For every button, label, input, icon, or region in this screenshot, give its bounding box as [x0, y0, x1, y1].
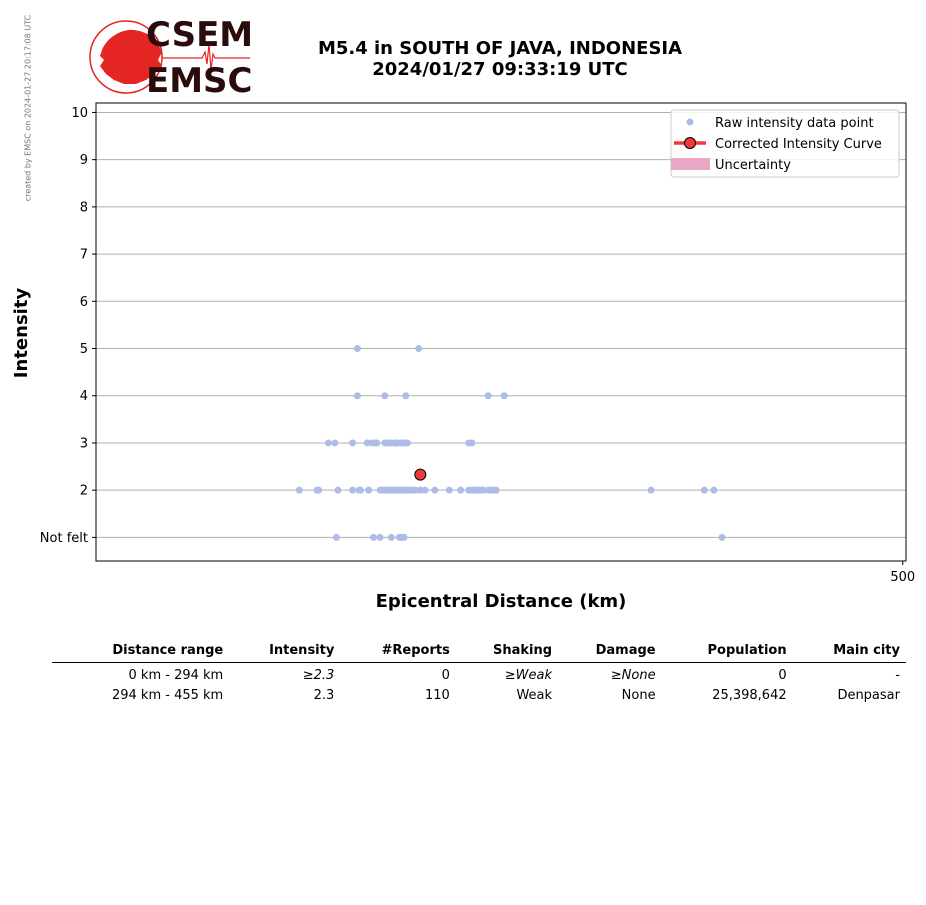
raw-intensity-point	[484, 392, 492, 400]
table-header-cell: Damage	[558, 640, 662, 663]
raw-intensity-point	[416, 486, 424, 494]
raw-intensity-point	[402, 392, 410, 400]
table-header-cell: Population	[661, 640, 793, 663]
raw-intensity-point	[445, 486, 453, 494]
table-cell-intensity: 2.3	[313, 688, 335, 703]
table-cell-distance: 294 km - 455 km	[111, 688, 224, 703]
logo-csem: CSEM	[146, 18, 253, 55]
table-header-cell: Distance range	[52, 640, 230, 663]
raw-intensity-point	[370, 533, 378, 541]
raw-intensity-point	[376, 533, 384, 541]
x-axis-ticks: 500	[890, 561, 915, 585]
raw-intensity-point	[415, 345, 423, 353]
raw-intensity-point	[500, 392, 508, 400]
logo-europe-map	[100, 29, 162, 84]
raw-intensity-point	[315, 486, 323, 494]
logo-globe	[89, 20, 163, 94]
table-cell-population: 25,398,642	[712, 688, 787, 703]
table-cell-shaking: ≥Weak	[504, 668, 553, 683]
table-row: 294 km - 455 km 2.3 110 Weak None 25,398,642 D…	[52, 683, 906, 703]
logo-seismogram	[162, 43, 250, 71]
raw-intensity-point	[468, 439, 476, 447]
y-tick-label-7: 8	[80, 200, 88, 215]
y-tick-label-8: 9	[80, 153, 88, 168]
legend-marker-raw	[686, 118, 694, 126]
y-tick-label-0: Not felt	[40, 531, 88, 546]
corrected-intensity-point	[414, 468, 427, 481]
plot-frame	[95, 102, 907, 562]
y-axis-ticks: Not felt 2 3 4 5 6 7 8 9 10	[40, 106, 96, 546]
table-header-cell: Main city	[792, 640, 906, 663]
y-tick-label-4: 5	[80, 342, 88, 357]
legend-marker-curve-dot	[684, 137, 696, 149]
raw-intensity-point	[457, 486, 465, 494]
legend-label-raw: Raw intensity data point	[715, 116, 874, 131]
emsc-logo: CSEM EMSC	[89, 18, 253, 98]
raw-intensity-point	[700, 486, 708, 494]
y-tick-label-6: 7	[80, 248, 88, 263]
raw-intensity-point	[353, 345, 361, 353]
table-cell-shaking: Weak	[516, 688, 553, 703]
table-body: 0 km - 294 km ≥2.3 0 ≥Weak ≥None 0-294 km - 4…	[52, 663, 906, 703]
title-line-1: M5.4 in SOUTH OF JAVA, INDONESIA	[317, 38, 683, 59]
data-points	[295, 345, 726, 541]
legend-label-curve: Corrected Intensity Curve	[715, 137, 882, 152]
y-tick-label-1: 2	[80, 484, 88, 499]
raw-intensity-point	[349, 439, 357, 447]
table-cell-distance: 0 km - 294 km	[128, 668, 224, 683]
title-line-2: 2024/01/27 09:33:19 UTC	[372, 59, 628, 80]
x-tick-label-0: 500	[890, 570, 915, 585]
legend-label-uncertainty: Uncertainty	[715, 158, 791, 173]
table-cell-population: 0	[778, 668, 787, 683]
y-axis-label: Intensity	[11, 288, 32, 379]
table-cell-reports: 0	[441, 668, 450, 683]
table-cell-city: -	[895, 668, 900, 683]
raw-intensity-point	[324, 439, 332, 447]
logo-emsc: EMSC	[146, 61, 253, 98]
raw-intensity-point	[349, 486, 357, 494]
legend-box	[670, 109, 900, 178]
table-header-row: Distance range Intensity #Reports Shaking Da…	[52, 640, 906, 663]
intensity-chart: Not felt 2 3 4 5 6 7 8 9 10 500 Epicentral Distan…	[11, 102, 915, 612]
raw-intensity-point	[400, 533, 408, 541]
raw-intensity-point	[381, 392, 389, 400]
raw-intensity-point	[403, 439, 411, 447]
raw-intensity-point	[411, 486, 419, 494]
raw-intensity-point	[492, 486, 500, 494]
table-header-cell: Shaking	[455, 640, 559, 663]
x-axis-label: Epicentral Distance (km)	[376, 591, 627, 612]
raw-intensity-point	[431, 486, 439, 494]
raw-intensity-point	[353, 392, 361, 400]
raw-intensity-point	[295, 486, 303, 494]
table-cell-damage: ≥None	[610, 668, 656, 683]
raw-intensity-point	[387, 533, 395, 541]
y-tick-label-2: 3	[80, 436, 88, 451]
table-cell-reports: 110	[425, 688, 450, 703]
table-cell-city: Denpasar	[837, 688, 900, 703]
y-tick-label-9: 10	[71, 106, 88, 121]
table-row: 0 km - 294 km ≥2.3 0 ≥Weak ≥None 0 -	[52, 663, 906, 683]
raw-intensity-point	[363, 439, 371, 447]
raw-intensity-point	[718, 533, 726, 541]
raw-intensity-point	[710, 486, 718, 494]
raw-intensity-point	[332, 533, 340, 541]
table-cell-damage: None	[621, 688, 656, 703]
raw-intensity-point	[331, 439, 339, 447]
raw-intensity-point	[479, 486, 487, 494]
raw-intensity-point	[365, 486, 373, 494]
chart-title: M5.4 in SOUTH OF JAVA, INDONESIA 2024/01…	[240, 38, 760, 80]
table-header-cell: Intensity	[229, 640, 341, 663]
raw-intensity-point	[647, 486, 655, 494]
intensity-summary-table: Distance range Intensity #Reports Shaking Da…	[52, 640, 906, 703]
raw-intensity-point	[373, 439, 381, 447]
table-header-cell: #Reports	[340, 640, 456, 663]
legend: Raw intensity data point Corrected Inten…	[670, 109, 900, 178]
legend-marker-uncertainty	[671, 158, 710, 170]
table-cell-intensity: ≥2.3	[302, 668, 335, 683]
raw-intensity-point	[334, 486, 342, 494]
raw-intensity-point	[421, 486, 429, 494]
y-tick-label-5: 6	[80, 295, 88, 310]
raw-intensity-point	[357, 486, 365, 494]
y-tick-label-3: 4	[80, 389, 88, 404]
